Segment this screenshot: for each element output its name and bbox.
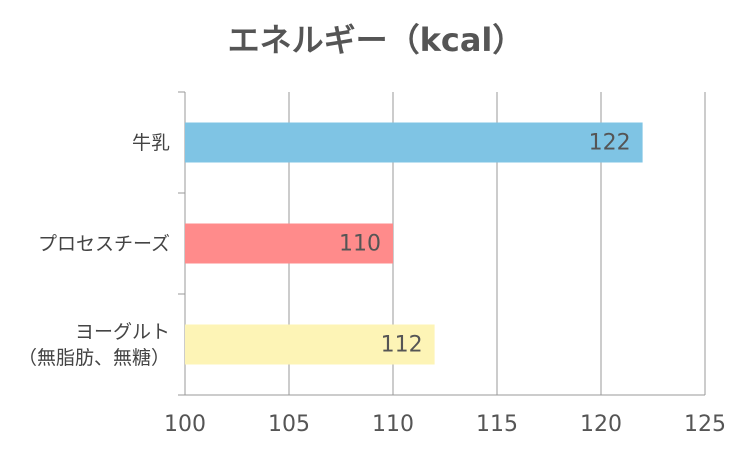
x-tick-label: 105: [268, 412, 310, 437]
y-tick-label: プロセスチーズ: [37, 232, 170, 255]
x-tick-label: 115: [476, 412, 518, 437]
value-label: 112: [381, 333, 423, 358]
y-tick-label: 牛乳: [131, 131, 170, 154]
x-tick-label: 110: [372, 412, 414, 437]
y-tick-label: ヨーグルト （無脂肪、無糖）: [17, 320, 170, 369]
x-tick-label: 120: [580, 412, 622, 437]
value-label: 110: [339, 232, 381, 257]
chart-title: エネルギー（kcal）: [228, 21, 525, 59]
bar: [185, 122, 643, 163]
value-label: 122: [589, 131, 631, 156]
bar: [185, 324, 435, 365]
bar: [185, 223, 393, 264]
x-tick-label: 100: [164, 412, 206, 437]
x-tick-label: 125: [684, 412, 726, 437]
